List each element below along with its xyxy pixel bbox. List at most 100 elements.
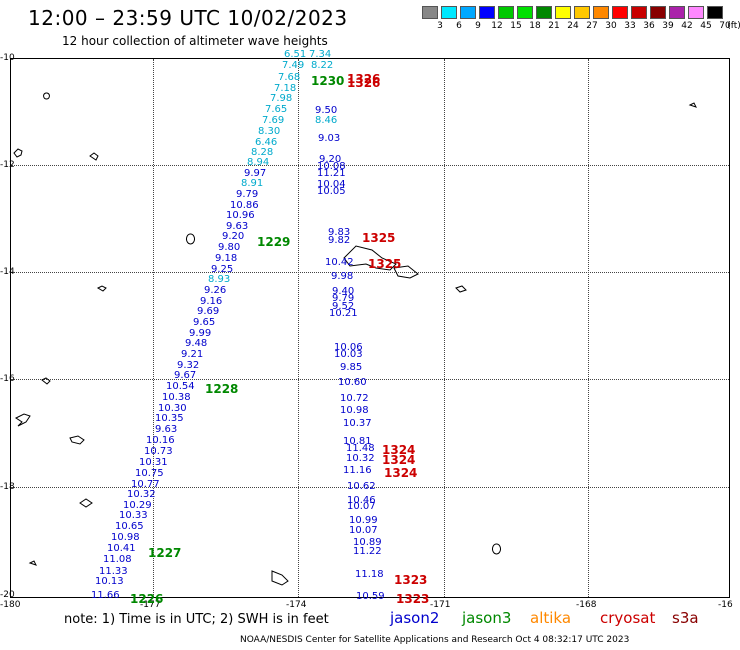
wave-height-value: 10.08 [317,161,346,172]
wave-height-value: 10.32 [127,489,156,500]
scale-swatch [707,6,723,19]
wave-height-value: 10.35 [155,413,184,424]
wave-height-value: 8.94 [247,157,270,168]
wave-height-value: 6.51 [284,49,307,60]
wave-height-value: 10.04 [317,179,346,190]
lat-label: -18 [0,482,15,492]
wave-height-value: 9.26 [204,285,227,296]
island [89,152,99,161]
pass-time-label: 1229 [257,235,291,249]
wave-height-value: 11.18 [355,569,384,580]
wave-height-value: 10.16 [146,435,175,446]
wave-height-value: 11.16 [343,465,372,476]
lat-label: -14 [0,267,15,277]
legend-jason2: jason2 [390,609,440,627]
island-fiji [69,435,85,445]
wave-height-value: 9.79 [332,293,355,304]
gridline-lat-12 [11,165,729,166]
wave-height-value: 10.29 [123,500,152,511]
pass-time-label: 1230 [311,74,345,88]
lon-label: -174 [286,600,307,610]
wave-height-value: 10.98 [111,532,140,543]
island [43,92,50,100]
wave-height-value: 6.46 [255,137,278,148]
scale-swatch [422,6,438,19]
scale-label: 45 [700,21,712,31]
wave-height-value: 10.07 [347,501,376,512]
scale-unit: (ft) [727,21,740,31]
island [271,570,289,586]
scale-swatch [555,6,571,19]
wave-height-value: 9.97 [244,168,267,179]
island-tonga [79,498,93,508]
wave-height-value: 10.38 [162,392,191,403]
pass-time-label: 1326 [347,76,381,90]
wave-height-value: 10.30 [158,403,187,414]
wave-height-value: 10.46 [347,495,376,506]
wave-height-value: 8.91 [241,178,264,189]
wave-height-value: 10.96 [226,210,255,221]
island [41,377,51,385]
wave-height-value: 8.28 [251,147,274,158]
scale-swatch [536,6,552,19]
pass-time-label: 1324 [382,453,416,467]
wave-height-value: 10.31 [139,457,168,468]
wave-height-value: 10.62 [347,481,376,492]
scale-swatch [612,6,628,19]
wave-height-value: 9.79 [236,189,259,200]
wave-height-value: 9.63 [226,221,249,232]
lon-label: -168 [576,600,597,610]
lon-label: -177 [140,600,161,610]
lat-label: -20 [0,590,15,600]
wave-height-value: 11.33 [99,566,128,577]
island [28,560,37,566]
scale-swatch [650,6,666,19]
color-scale: 3 6 9 12 15 18 21 24 27 30 33 36 39 42 45 70 (ft) [422,6,740,34]
pass-time-label: 1228 [205,382,239,396]
pass-time-label: 1324 [382,443,416,457]
island [96,285,107,292]
pass-time-label: 1323 [394,573,428,587]
wave-height-value: 9.67 [174,370,197,381]
wave-height-value: 9.50 [315,105,338,116]
scale-label: 12 [491,21,503,31]
wave-height-value: 10.65 [115,521,144,532]
wave-height-value: 9.48 [185,338,208,349]
pass-time-label: 1325 [362,231,396,245]
scale-swatch [517,6,533,19]
scale-label: 24 [567,21,579,31]
wave-height-value: 9.25 [211,264,234,275]
map-note: note: 1) Time is in UTC; 2) SWH is in fe… [64,612,329,627]
wave-height-value: 7.34 [309,49,332,60]
wave-height-value: 10.81 [343,436,372,447]
pass-time-label: 1323 [396,592,430,606]
wave-height-value: 9.85 [340,362,363,373]
scale-label: 33 [624,21,636,31]
scale-label: 3 [437,21,443,31]
wave-height-value: 10.77 [131,479,160,490]
island [688,102,697,108]
wave-height-value: 9.20 [319,154,342,165]
scale-swatch [631,6,647,19]
scale-label: 15 [510,21,522,31]
legend-cryosat: cryosat [600,609,656,627]
wave-height-value: 9.32 [177,360,200,371]
wave-height-value: 10.86 [230,200,259,211]
wave-height-value: 9.52 [332,301,355,312]
island [13,148,23,158]
map-frame [10,58,730,598]
wave-height-value: 9.83 [328,227,351,238]
legend-s3a: s3a [672,609,699,627]
wave-height-value: 9.16 [200,296,223,307]
wave-height-value: 9.40 [332,286,355,297]
gridline-lon-171 [444,59,445,597]
lon-label: -16 [718,600,733,610]
scale-swatch [441,6,457,19]
pass-time-label: 1324 [384,466,418,480]
lat-label: -16 [0,374,15,384]
wave-height-value: 11.22 [353,546,382,557]
wave-height-value: 11.66 [91,590,120,601]
island [492,543,501,555]
wave-height-value: 10.37 [343,418,372,429]
scale-label: 21 [548,21,560,31]
